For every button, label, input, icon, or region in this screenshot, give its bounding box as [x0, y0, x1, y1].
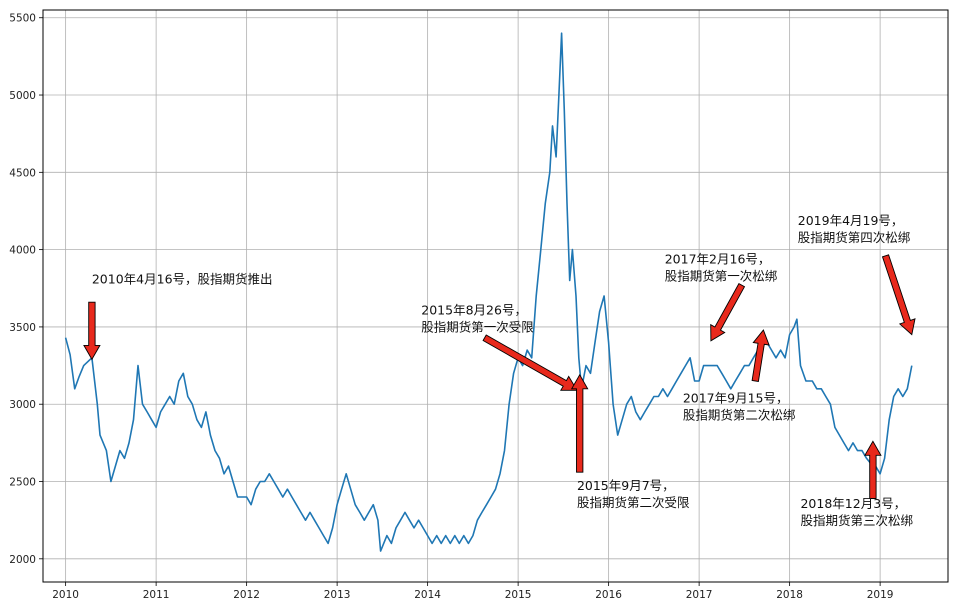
y-tick-label: 4500	[9, 167, 36, 179]
annotation-arrow	[864, 440, 882, 499]
y-tick-label: 3500	[9, 322, 36, 334]
x-tick-label: 2012	[233, 589, 260, 601]
annotation-labels: 2010年4月16号，股指期货推出 2015年8月26号， 股指期货第一次受限 201…	[92, 213, 913, 528]
annotation-text: 股指期货第三次松绑	[800, 513, 913, 528]
annotation-arrows	[83, 254, 916, 499]
y-tick-label: 5000	[9, 90, 36, 102]
y-tick-label: 4000	[9, 245, 36, 257]
x-tick-label: 2014	[414, 589, 441, 601]
grid-lines	[43, 10, 948, 582]
annotation-text: 股指期货第一次受限	[421, 320, 534, 335]
y-tick-label: 5500	[9, 13, 36, 25]
annotation-arrow	[751, 329, 770, 383]
annotation-text: 2018年12月3号，	[800, 496, 906, 511]
series-lines	[64, 32, 913, 552]
x-tick-label: 2018	[776, 589, 803, 601]
annotation-arrow	[482, 334, 578, 391]
annotation-arrow	[570, 373, 589, 473]
axis-ticks: 2010 2011 2012 2013 2014 2015 2016 2017 2018 2019…	[9, 13, 893, 601]
series-line	[64, 32, 913, 552]
annotation-text: 股指期货第二次受限	[577, 495, 690, 510]
x-tick-label: 2019	[867, 589, 894, 601]
annotation-arrow	[83, 301, 101, 361]
y-tick-label: 3000	[9, 399, 36, 411]
annotation-text: 股指期货第一次松绑	[665, 269, 778, 284]
x-tick-label: 2011	[143, 589, 170, 601]
x-tick-label: 2016	[595, 589, 622, 601]
annotation-text: 2019年4月19号，	[798, 213, 904, 228]
annotation-arrow	[881, 254, 916, 336]
annotation-text: 股指期货第四次松绑	[798, 230, 911, 245]
y-tick-label: 2000	[9, 554, 36, 566]
x-tick-label: 2015	[505, 589, 532, 601]
annotation-text: 2015年9月7号，	[577, 478, 675, 493]
annotation-text: 股指期货第二次松绑	[683, 408, 796, 423]
annotation-text: 2017年2月16号，	[665, 252, 771, 267]
x-tick-label: 2017	[686, 589, 713, 601]
annotation-text: 2015年8月26号，	[421, 303, 527, 318]
plot-frame	[42, 9, 949, 583]
annotation-arrow	[710, 282, 746, 342]
x-tick-label: 2013	[324, 589, 351, 601]
annotation-text: 2017年9月15号，	[683, 391, 789, 406]
annotation-text: 2010年4月16号，股指期货推出	[92, 272, 273, 287]
y-tick-label: 2500	[9, 477, 36, 489]
x-tick-label: 2010	[52, 589, 79, 601]
